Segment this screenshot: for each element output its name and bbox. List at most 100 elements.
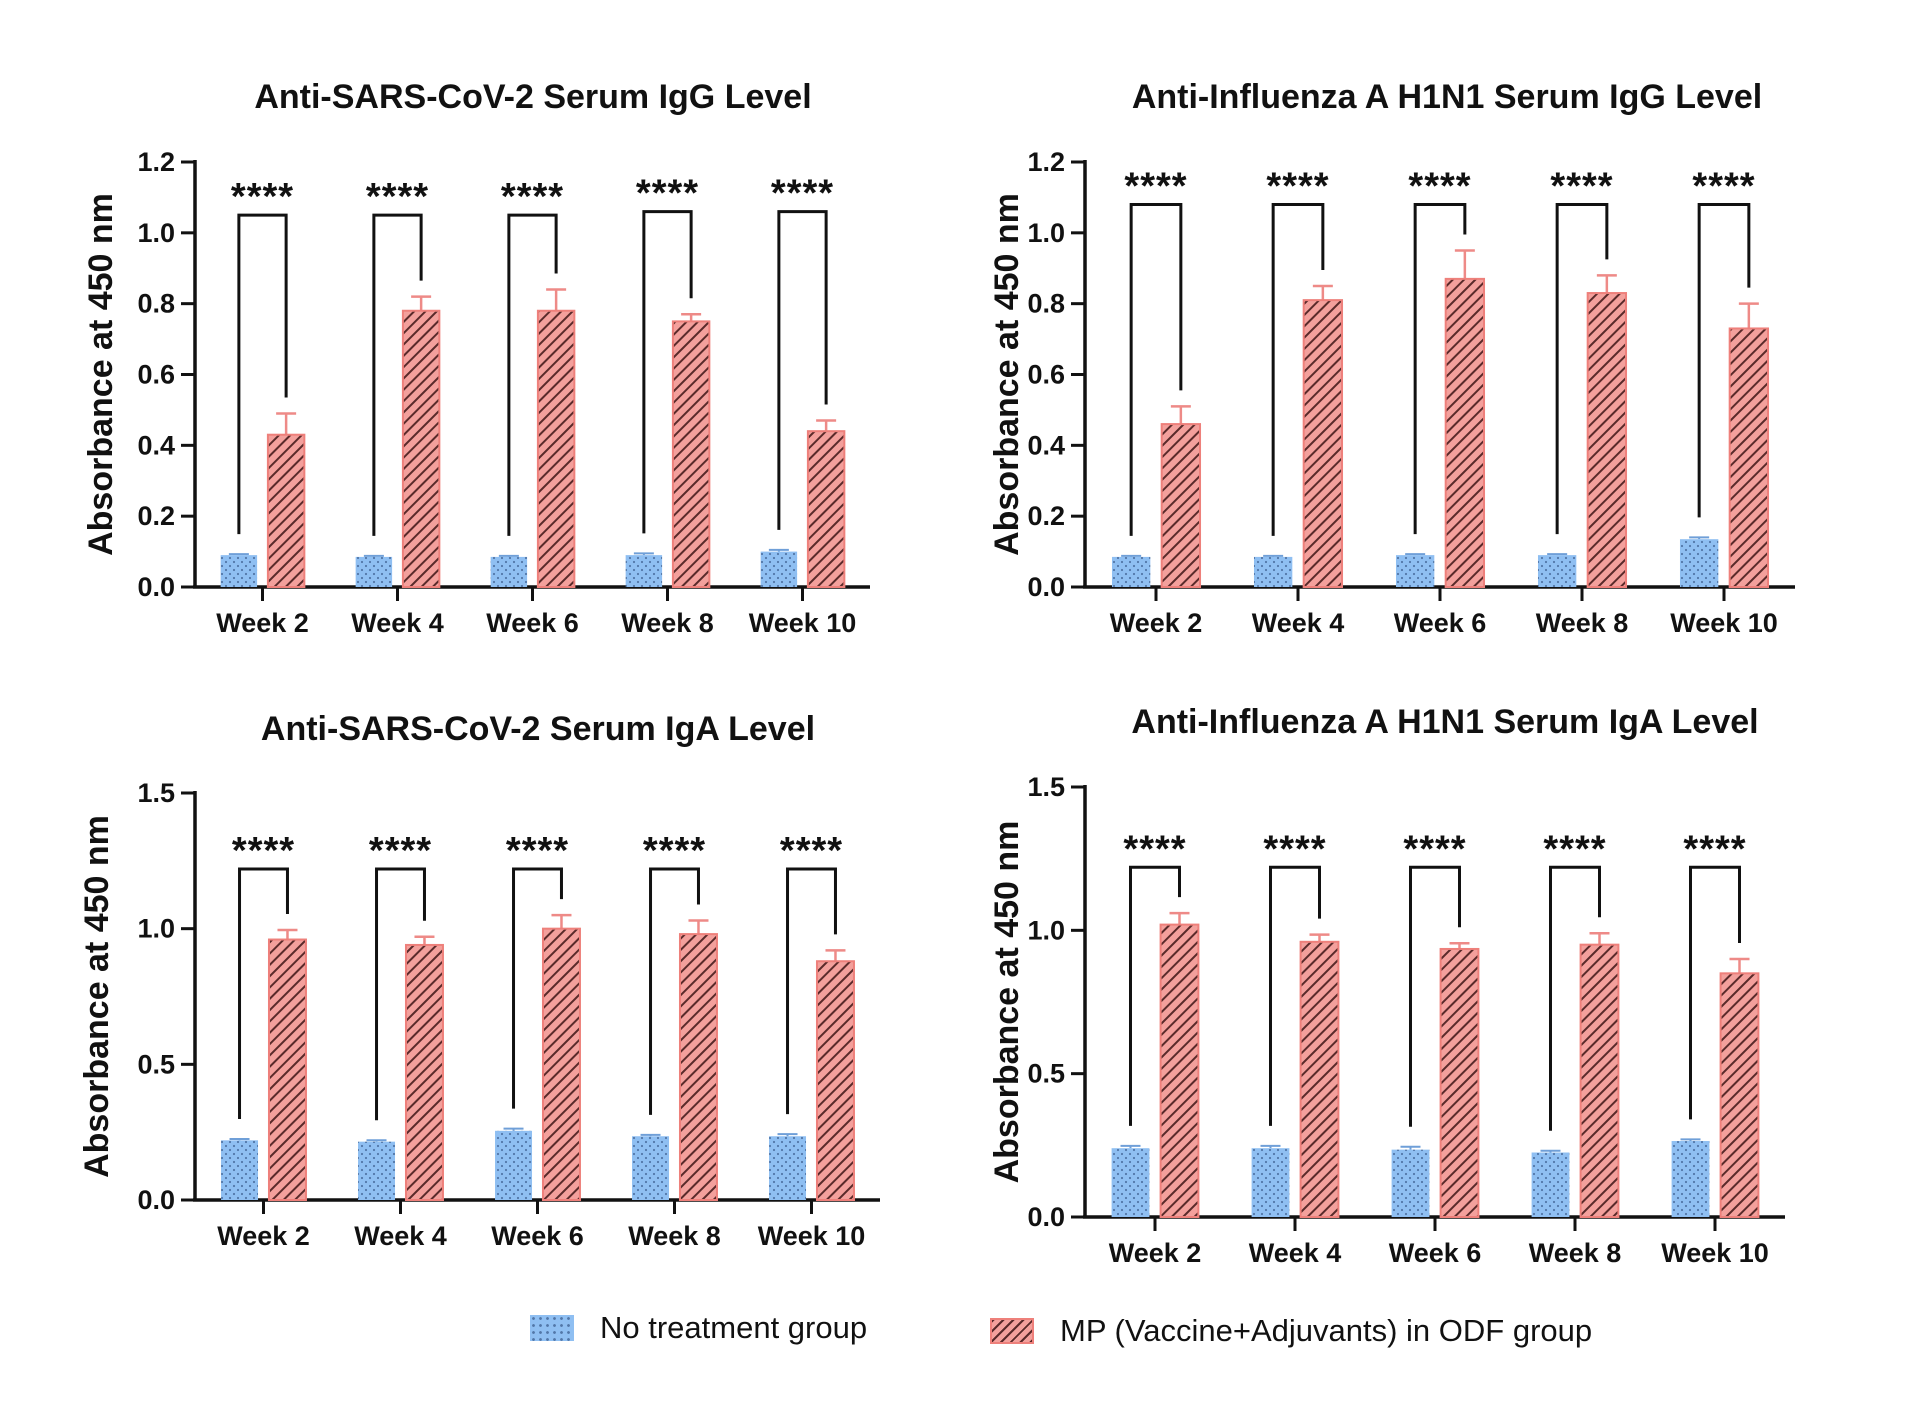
y-tick-label: 1.5	[1027, 772, 1065, 802]
bar-treated	[1586, 292, 1628, 588]
x-tick-label: Week 2	[217, 1221, 310, 1251]
significance-label: ****	[1692, 166, 1755, 208]
significance-label: ****	[501, 176, 564, 218]
significance-bracket	[1413, 203, 1467, 535]
bar-control	[1537, 555, 1577, 587]
legend-swatch-control	[530, 1315, 574, 1341]
y-tick-label: 0.0	[137, 1185, 175, 1215]
significance-bracket	[507, 213, 558, 536]
significance-bracket	[642, 210, 693, 534]
y-tick-label: 0.2	[137, 501, 175, 531]
bar-control	[1111, 1148, 1150, 1217]
significance-label: ****	[636, 173, 699, 215]
significance-bracket	[237, 213, 288, 535]
y-axis-label: Absorbance at 450 nm	[988, 193, 1026, 556]
y-tick-label: 1.0	[137, 218, 175, 248]
x-tick-label: Week 4	[354, 1221, 447, 1251]
y-tick-label: 0.6	[1027, 360, 1065, 390]
bar-treated	[404, 943, 444, 1201]
significance-label: ****	[771, 173, 834, 215]
significance-label: ****	[1124, 166, 1187, 208]
significance-bracket	[512, 867, 563, 1109]
bar-treated	[1439, 947, 1480, 1218]
significance-label: ****	[1408, 166, 1471, 208]
chart-panel-1: Anti-SARS-CoV-2 Serum IgG Level Absorbanc…	[82, 78, 870, 638]
y-tick-label: 1.2	[1027, 147, 1065, 177]
chart-panel-2: Anti-Influenza A H1N1 Serum IgG Level Abs…	[988, 78, 1795, 638]
bar-control	[1531, 1152, 1570, 1217]
y-tick-label: 1.0	[137, 914, 175, 944]
significance-label: ****	[1263, 828, 1326, 870]
significance-bracket	[1697, 203, 1751, 518]
x-tick-label: Week 6	[1389, 1238, 1482, 1268]
y-tick-label: 1.5	[137, 778, 175, 808]
x-tick-label: Week 10	[749, 608, 857, 638]
significance-label: ****	[506, 830, 569, 872]
significance-bracket	[1409, 865, 1461, 1127]
x-tick-label: Week 10	[758, 1221, 866, 1251]
x-tick-label: Week 4	[1249, 1238, 1342, 1268]
chart-panel-4: Anti-Influenza A H1N1 Serum IgA Level Abs…	[988, 703, 1785, 1268]
significance-label: ****	[232, 830, 295, 872]
bar-treated	[1159, 923, 1200, 1218]
bar-treated	[267, 938, 307, 1202]
significance-label: ****	[1543, 828, 1606, 870]
significance-bracket	[777, 210, 828, 530]
legend-label-control: No treatment group	[600, 1310, 868, 1345]
x-tick-label: Week 6	[486, 608, 579, 638]
x-tick-label: Week 2	[1109, 1238, 1202, 1268]
x-tick-label: Week 4	[351, 608, 444, 638]
y-tick-label: 0.8	[137, 289, 175, 319]
significance-bracket	[649, 867, 700, 1115]
significance-label: ****	[1550, 166, 1613, 208]
bar-treated	[266, 433, 306, 589]
significance-bracket	[1689, 865, 1741, 1120]
bar-treated	[536, 309, 576, 588]
y-tick-label: 1.0	[1027, 915, 1065, 945]
x-tick-label: Week 10	[1670, 608, 1778, 638]
y-tick-label: 0.0	[1027, 1202, 1065, 1232]
significance-label: ****	[1683, 828, 1746, 870]
chart-title: Anti-SARS-CoV-2 Serum IgG Level	[254, 78, 811, 116]
significance-bracket	[1129, 203, 1183, 536]
bar-treated	[1719, 972, 1760, 1218]
x-tick-label: Week 4	[1252, 608, 1345, 638]
bar-control	[625, 555, 663, 587]
y-tick-label: 0.0	[1027, 572, 1065, 602]
significance-label: ****	[1403, 828, 1466, 870]
bar-treated	[1302, 299, 1344, 588]
y-axis-label: Absorbance at 450 nm	[82, 193, 120, 556]
x-tick-label: Week 8	[1529, 1238, 1622, 1268]
chart-panel-3: Anti-SARS-CoV-2 Serum IgA Level Absorbanc…	[78, 710, 880, 1251]
significance-bracket	[1555, 203, 1609, 535]
significance-bracket	[1549, 865, 1601, 1131]
bar-treated	[678, 933, 718, 1201]
significance-bracket	[1269, 865, 1321, 1126]
significance-label: ****	[231, 176, 294, 218]
legend-item-treated[interactable]: MP (Vaccine+Adjuvants) in ODF group	[990, 1313, 1592, 1349]
bar-control	[769, 1136, 807, 1200]
bar-treated	[815, 960, 855, 1202]
bar-treated	[1728, 327, 1770, 588]
chart-title: Anti-SARS-CoV-2 Serum IgA Level	[261, 710, 815, 748]
legend-item-control[interactable]: No treatment group	[530, 1310, 867, 1346]
bar-treated	[671, 320, 711, 588]
bar-control	[495, 1130, 533, 1200]
bar-control	[760, 551, 798, 587]
significance-bracket	[1129, 865, 1181, 1126]
bar-control	[1111, 556, 1151, 587]
y-tick-label: 0.8	[1027, 289, 1065, 319]
y-axis-label: Absorbance at 450 nm	[988, 821, 1026, 1184]
x-tick-label: Week 2	[216, 608, 309, 638]
bar-control	[632, 1136, 670, 1200]
significance-label: ****	[369, 830, 432, 872]
significance-label: ****	[366, 176, 429, 218]
bar-treated	[1444, 277, 1486, 588]
y-tick-label: 0.4	[137, 430, 175, 460]
legend-swatch-treated	[990, 1318, 1034, 1344]
legend-label-treated: MP (Vaccine+Adjuvants) in ODF group	[1060, 1313, 1593, 1348]
bar-control	[1251, 1148, 1290, 1217]
bar-control	[355, 556, 393, 587]
bar-treated	[1579, 943, 1620, 1219]
